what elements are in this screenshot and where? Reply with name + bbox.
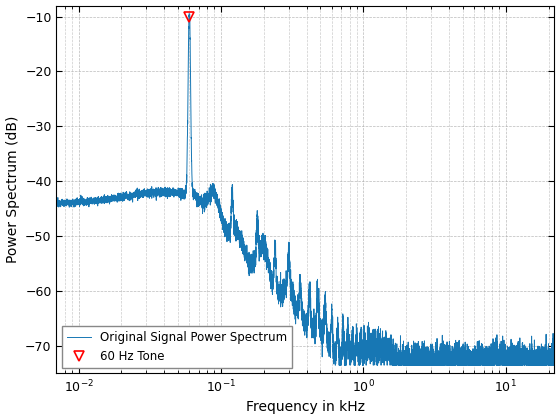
Original Signal Power Spectrum bbox=[370, 327, 376, 332]
Original Signal Power Spectrum bbox=[551, 352, 558, 357]
Original Signal Power Spectrum bbox=[78, 199, 85, 204]
Original Signal Power Spectrum bbox=[234, 226, 240, 231]
Y-axis label: Power Spectrum (dB): Power Spectrum (dB) bbox=[6, 116, 20, 263]
Line: Original Signal Power Spectrum: Original Signal Power Spectrum bbox=[57, 14, 554, 365]
Original Signal Power Spectrum bbox=[422, 358, 429, 363]
Original Signal Power Spectrum bbox=[348, 347, 354, 352]
Original Signal Power Spectrum bbox=[332, 363, 339, 368]
Original Signal Power Spectrum bbox=[186, 11, 193, 16]
X-axis label: Frequency in kHz: Frequency in kHz bbox=[246, 400, 365, 415]
Original Signal Power Spectrum bbox=[53, 201, 60, 206]
Legend: Original Signal Power Spectrum, 60 Hz Tone: Original Signal Power Spectrum, 60 Hz To… bbox=[62, 326, 292, 368]
Original Signal Power Spectrum bbox=[449, 349, 456, 354]
